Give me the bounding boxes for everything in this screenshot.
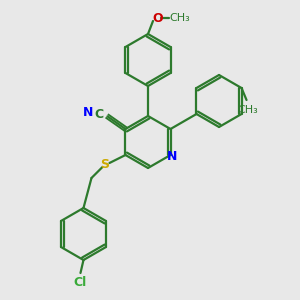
Text: N: N [167, 149, 178, 163]
Text: CH₃: CH₃ [237, 105, 258, 115]
Text: S: S [100, 158, 109, 170]
Text: Cl: Cl [74, 277, 87, 290]
Text: C: C [94, 108, 104, 121]
Text: CH₃: CH₃ [169, 13, 190, 23]
Text: O: O [153, 11, 163, 25]
Text: N: N [83, 106, 94, 119]
